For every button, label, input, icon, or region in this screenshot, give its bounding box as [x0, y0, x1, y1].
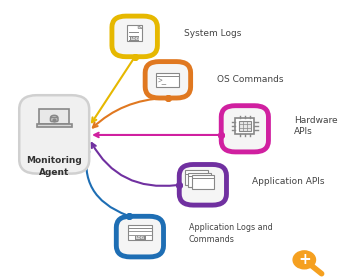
FancyBboxPatch shape [179, 165, 226, 205]
Text: +: + [298, 252, 311, 267]
FancyBboxPatch shape [235, 118, 254, 134]
FancyBboxPatch shape [156, 73, 180, 87]
FancyBboxPatch shape [127, 25, 142, 41]
Text: LOG: LOG [136, 236, 145, 240]
FancyBboxPatch shape [221, 106, 268, 152]
Circle shape [293, 251, 315, 269]
Text: Application Logs and
Commands: Application Logs and Commands [189, 223, 273, 244]
FancyBboxPatch shape [145, 62, 191, 98]
FancyBboxPatch shape [185, 171, 208, 185]
FancyBboxPatch shape [50, 117, 58, 122]
Text: Monitoring
Agent: Monitoring Agent [26, 156, 82, 177]
FancyBboxPatch shape [37, 124, 71, 127]
Text: LOG: LOG [130, 37, 139, 41]
Text: OS Commands: OS Commands [217, 75, 284, 84]
FancyBboxPatch shape [135, 236, 146, 240]
FancyBboxPatch shape [130, 37, 139, 41]
Text: >_: >_ [158, 76, 167, 85]
Polygon shape [138, 25, 142, 29]
Text: Application APIs: Application APIs [252, 178, 324, 186]
FancyBboxPatch shape [112, 16, 158, 57]
FancyBboxPatch shape [188, 173, 211, 187]
FancyBboxPatch shape [191, 175, 214, 189]
FancyBboxPatch shape [39, 109, 69, 124]
Text: System Logs: System Logs [184, 29, 241, 38]
FancyBboxPatch shape [19, 95, 89, 174]
FancyBboxPatch shape [239, 121, 251, 131]
FancyBboxPatch shape [128, 225, 152, 240]
Text: Hardware
APIs: Hardware APIs [294, 116, 337, 136]
FancyBboxPatch shape [116, 216, 163, 257]
